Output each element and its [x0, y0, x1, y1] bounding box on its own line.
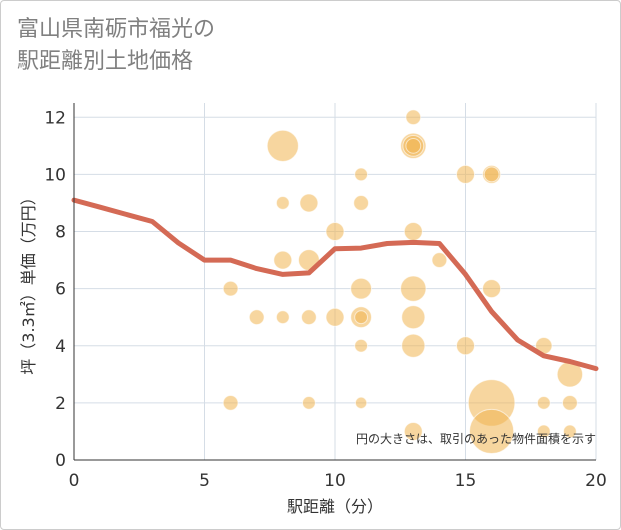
data-bubble [562, 394, 578, 411]
data-bubble [299, 193, 319, 213]
y-tick-labels: 0 2 4 6 8 10 12 [44, 108, 66, 471]
data-bubble [405, 109, 422, 126]
data-bubble [266, 129, 299, 162]
data-bubble [325, 222, 345, 242]
data-bubble [469, 408, 515, 455]
x-tick-label: 10 [324, 471, 346, 491]
data-bubble [353, 195, 370, 211]
data-bubble [456, 164, 475, 184]
data-bubble [400, 275, 427, 302]
data-bubble [302, 395, 316, 410]
data-bubble [325, 307, 345, 327]
data-bubble [536, 395, 551, 410]
chart-title: 富山県南砺市福光の 駅距離別土地価格 [17, 14, 215, 78]
data-bubble [401, 305, 426, 330]
y-tick-label: 6 [55, 280, 66, 300]
bubbles [222, 109, 584, 455]
x-tick-label: 0 [69, 471, 80, 491]
data-bubble [301, 309, 317, 326]
data-bubble [248, 309, 265, 326]
data-bubble [536, 424, 551, 439]
y-tick-label: 8 [55, 223, 66, 243]
y-tick-label: 2 [55, 394, 66, 414]
y-tick-label: 12 [44, 108, 66, 128]
chart-title-line2: 駅距離別土地価格 [17, 49, 194, 74]
data-bubble [273, 250, 293, 270]
data-bubble [275, 310, 290, 325]
y-axis-label: 坪（3.3㎡）単価（万円） [19, 189, 38, 374]
y-tick-label: 0 [55, 451, 66, 471]
x-tick-label: 15 [455, 471, 477, 491]
y-tick-label: 4 [55, 337, 66, 357]
data-bubble [563, 424, 577, 439]
data-bubble [354, 310, 369, 325]
data-bubble [275, 196, 290, 210]
data-bubble [354, 338, 369, 353]
average-price-line [71, 197, 599, 372]
data-bubble [354, 396, 368, 410]
data-bubble [431, 252, 448, 268]
y-tick-label: 10 [44, 165, 66, 185]
chart-title-line1: 富山県南砺市福光の [17, 17, 216, 42]
x-tick-label: 5 [199, 471, 210, 491]
data-bubble [483, 166, 500, 183]
bubble-size-note: 円の大きさは、取引のあった物件面積を示す [356, 431, 596, 446]
average-line-group [71, 197, 599, 372]
data-bubble [222, 394, 239, 411]
data-bubble [403, 222, 423, 242]
data-bubble [403, 421, 423, 441]
data-bubble [405, 137, 422, 154]
data-bubble [401, 333, 426, 358]
data-bubble [222, 280, 239, 297]
data-bubble [354, 167, 369, 182]
x-axis-label: 駅距離（分） [287, 497, 383, 516]
x-tick-label: 20 [585, 471, 607, 491]
x-tick-labels: 0 5 10 15 20 [69, 471, 607, 491]
data-bubble [482, 279, 502, 299]
data-bubble [456, 336, 475, 356]
data-bubble [350, 277, 373, 300]
